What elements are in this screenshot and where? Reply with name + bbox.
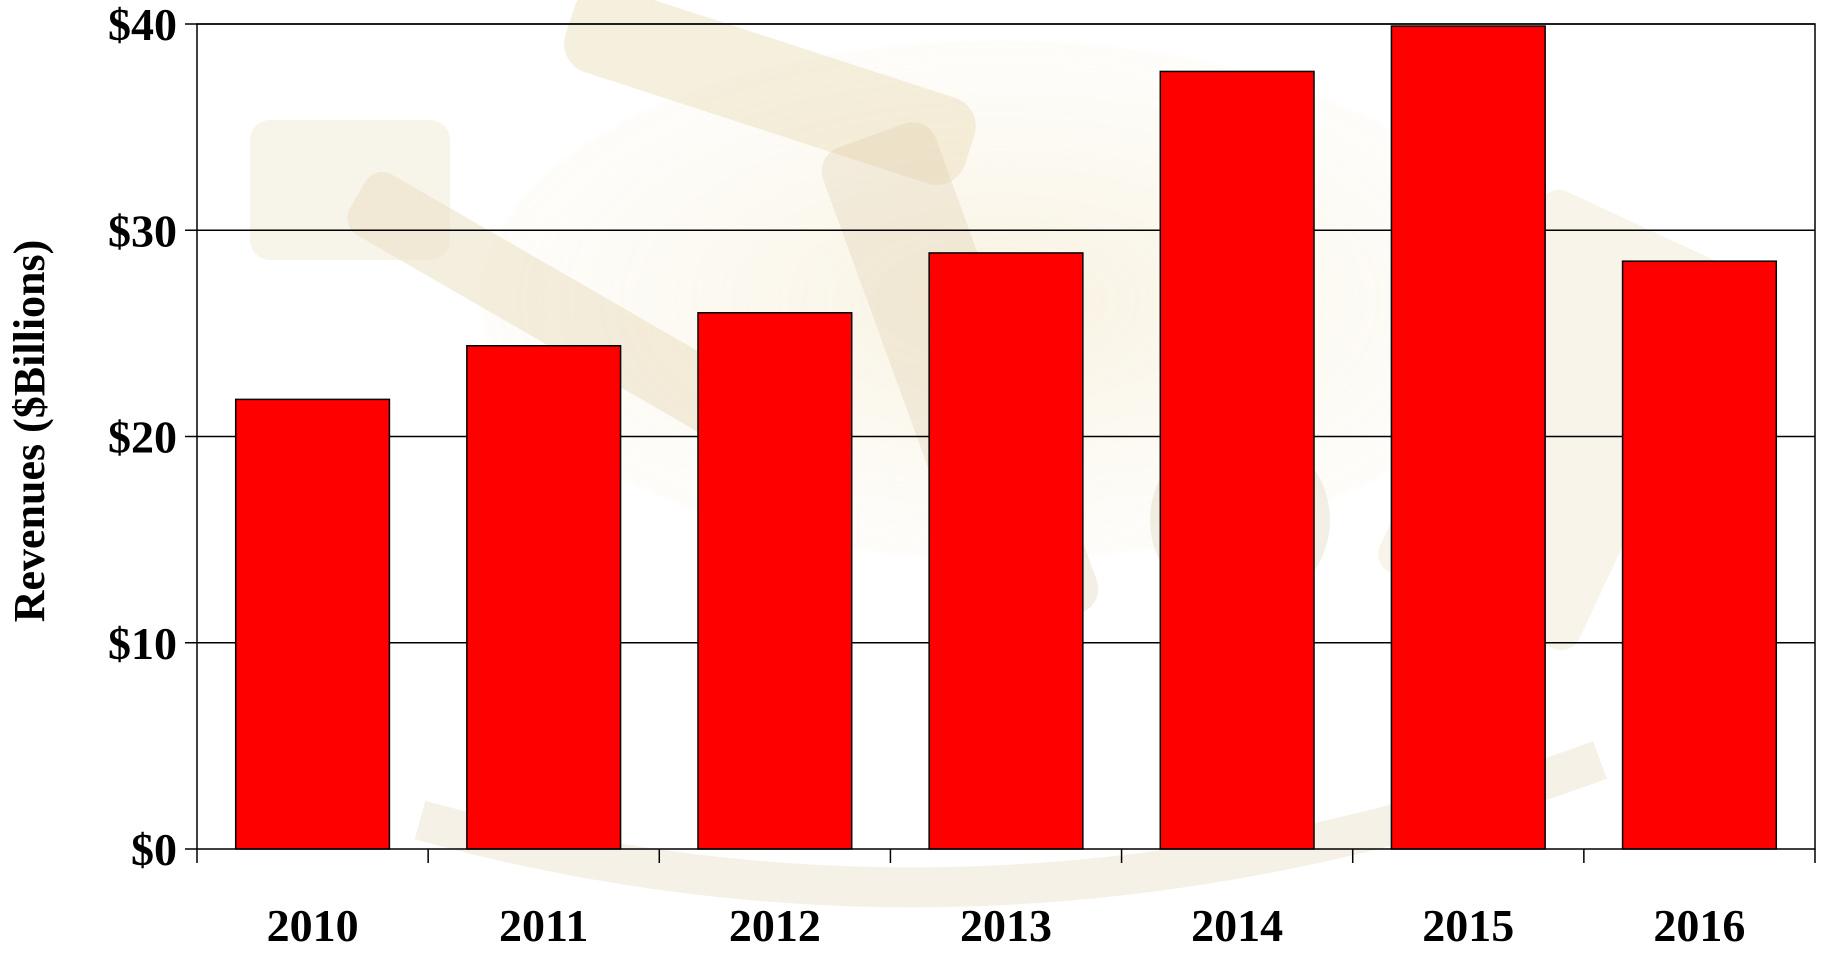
- x-tick-label: 2015: [1422, 900, 1514, 951]
- x-tick-label: 2012: [729, 900, 821, 951]
- y-tick-label: $10: [108, 618, 177, 669]
- axes-group: [185, 23, 1816, 863]
- x-tick-label: 2014: [1191, 900, 1283, 951]
- x-tick-label: 2013: [960, 900, 1052, 951]
- x-tick-label: 2011: [499, 900, 588, 951]
- bar-2015: [1390, 25, 1546, 850]
- bar-2012: [697, 312, 853, 850]
- x-tick-label: 2010: [267, 900, 359, 951]
- y-tick-label: $30: [108, 205, 177, 256]
- x-tick-label: 2016: [1653, 900, 1745, 951]
- plot-frame: [196, 23, 1816, 850]
- bar-2011: [466, 345, 622, 850]
- y-tick-label: $40: [108, 0, 177, 50]
- bar-2016: [1621, 260, 1778, 850]
- y-tick-label: $20: [108, 412, 177, 463]
- bars-group: [234, 25, 1778, 850]
- y-tick-labels: $0 $10 $20 $30 $40: [108, 0, 177, 875]
- y-axis-label: Revenues ($Billions): [5, 240, 54, 623]
- x-tick-labels: 2010 2011 2012 2013 2014 2015 2016: [267, 900, 1746, 951]
- bar-2013: [928, 252, 1084, 850]
- bar-2014: [1159, 70, 1315, 850]
- bar-2010: [234, 398, 391, 850]
- y-tick-label: $0: [131, 824, 177, 875]
